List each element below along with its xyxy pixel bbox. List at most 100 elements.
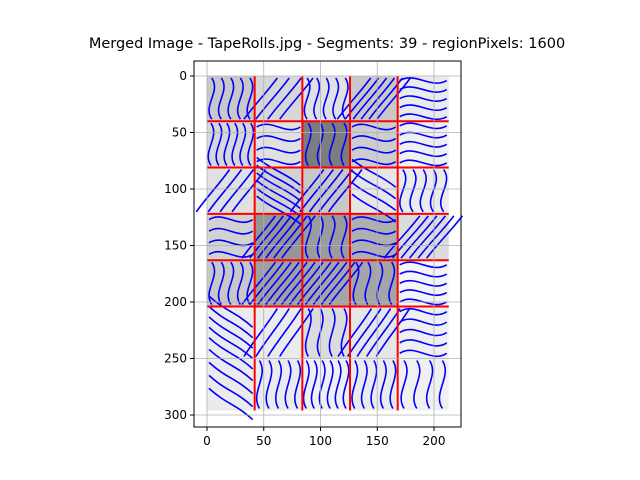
- contour-curve: [308, 169, 344, 213]
- contour-curve: [399, 131, 448, 139]
- contour-curve: [256, 172, 301, 202]
- contour-curve: [399, 349, 448, 358]
- contour-curve: [376, 261, 384, 305]
- contour-curve: [241, 261, 276, 305]
- contour-curve: [399, 339, 448, 347]
- contour-curve: [388, 261, 396, 305]
- contour-curve: [352, 77, 388, 120]
- contour-curve: [328, 122, 336, 166]
- contour-curve: [399, 159, 448, 167]
- contour-curve: [409, 169, 417, 213]
- contour-curve: [351, 158, 397, 166]
- x-tick-label: 100: [309, 434, 332, 448]
- contour-curve: [304, 215, 312, 259]
- contour-curve: [215, 122, 223, 166]
- contour-curve: [255, 308, 290, 357]
- image-cell-r3-c0: [207, 213, 255, 261]
- contour-curve: [399, 328, 448, 337]
- contour-curve: [208, 337, 254, 370]
- contour-curve: [208, 77, 216, 120]
- contour-curve: [231, 169, 267, 213]
- contour-curve: [217, 261, 225, 305]
- contour-curve: [379, 360, 387, 409]
- x-tick-label: 50: [256, 434, 271, 448]
- contour-curve: [313, 77, 321, 120]
- plot-area: [195, 76, 464, 421]
- contour-curve: [389, 360, 397, 409]
- contour-curve: [327, 169, 363, 213]
- contour-curve: [328, 261, 364, 305]
- x-tick-label: 150: [366, 434, 389, 448]
- contour-curve: [336, 77, 372, 120]
- contour-curve: [279, 77, 314, 120]
- contour-curve: [208, 387, 254, 421]
- chart-title: Merged Image - TapeRolls.jpg - Segments:…: [89, 36, 565, 52]
- contour-curve: [227, 77, 235, 120]
- contour-curve: [351, 135, 397, 142]
- contour-curve: [328, 215, 336, 259]
- contour-curve: [399, 140, 448, 148]
- contour-curve: [208, 250, 254, 258]
- contour-curve: [281, 261, 316, 305]
- axes: 0 50 100 150 200 0 50 100 150 200 250 300: [164, 60, 462, 448]
- contour-curve: [257, 261, 292, 305]
- image-cell-r1-c3: [350, 121, 398, 168]
- contour-curve: [223, 122, 231, 166]
- contour-curve: [352, 261, 360, 305]
- contour-curve: [236, 261, 244, 305]
- contour-curve: [334, 360, 342, 409]
- contour-curve: [273, 215, 308, 259]
- image-cell-r6-c2: [302, 358, 351, 411]
- contour-curve: [288, 261, 324, 305]
- contour-curve: [241, 215, 276, 259]
- contour-curve: [399, 169, 407, 213]
- x-tick-label: 0: [203, 434, 211, 448]
- contour-curve: [208, 305, 254, 339]
- contour-curve: [351, 123, 397, 131]
- contour-curve: [294, 360, 302, 409]
- contour-curve: [425, 215, 464, 259]
- contour-curve: [351, 193, 397, 223]
- contour-curve: [208, 216, 254, 224]
- contour-curve: [351, 170, 397, 200]
- contour-curve: [310, 360, 318, 409]
- contour-curve: [408, 215, 446, 259]
- contour-curve: [360, 77, 396, 120]
- contour-curve: [391, 215, 429, 259]
- y-tick-label: 50: [172, 126, 187, 140]
- contour-curve: [419, 169, 427, 213]
- contour-curve: [351, 181, 397, 212]
- contour-curve: [399, 318, 448, 326]
- contour-curve: [399, 307, 448, 316]
- contour-curve: [370, 360, 378, 409]
- y-tick-label: 200: [164, 295, 187, 309]
- contour-curve: [337, 308, 373, 357]
- contour-curve: [208, 261, 216, 305]
- contour-curve: [246, 77, 254, 120]
- contour-curve: [340, 122, 348, 166]
- contour-curve: [351, 216, 397, 224]
- contour-curve: [399, 150, 448, 158]
- contour-curve: [208, 326, 254, 360]
- contour-curve: [400, 360, 408, 409]
- contour-curve: [208, 361, 254, 395]
- contour-curve: [208, 227, 254, 235]
- contour-curve: [265, 215, 300, 259]
- contour-curve: [265, 360, 273, 409]
- contour-curve: [304, 261, 340, 305]
- y-tick-label: 100: [164, 182, 187, 196]
- image-cell-r6-c4: [397, 358, 449, 411]
- contour-curve: [399, 122, 448, 130]
- contour-curve: [332, 77, 340, 120]
- contour-curve: [267, 308, 302, 357]
- contour-curve: [326, 360, 334, 409]
- image-cell-r5-c1: [254, 306, 303, 359]
- contour-curve: [438, 360, 447, 409]
- image-cell-r0-c1: [254, 76, 303, 122]
- contour-curve: [328, 308, 336, 357]
- contour-curve: [344, 77, 380, 120]
- contour-curve: [267, 77, 302, 120]
- contour-curve: [296, 261, 332, 305]
- contour-curve: [351, 250, 397, 258]
- contour-curve: [195, 169, 231, 213]
